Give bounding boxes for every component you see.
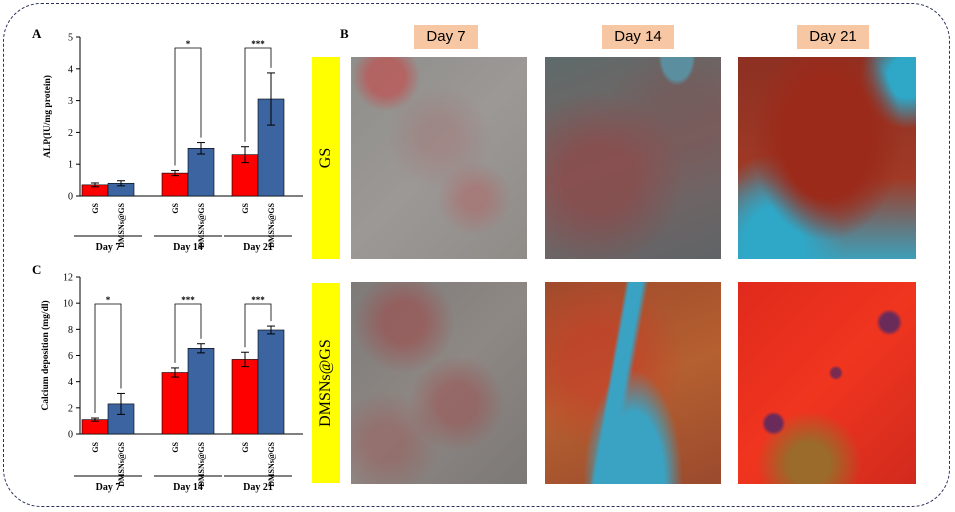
chart-c-series-label: GS: [171, 441, 180, 452]
chart-c-series-label: GS: [91, 441, 100, 452]
chart-c-significance-bracket: [94, 303, 122, 414]
chart-a-significance-label: ***: [251, 39, 265, 49]
row-label-gs: GS: [312, 57, 340, 259]
micrograph-dmsns-gs-day-21: [738, 282, 916, 484]
chart-c-category-label: Day 14: [173, 482, 203, 493]
chart-a-y-tick-label: 3: [68, 96, 73, 107]
chart-c-y-tick-label: 8: [68, 325, 73, 336]
row-label-dmsns-gs: DMSNs@GS: [312, 283, 340, 483]
chart-c-y-tick-label: 0: [68, 430, 73, 441]
chart-a-series-label: GS: [171, 202, 180, 213]
column-label-day-7: Day 7: [414, 25, 478, 49]
chart-c-y-tick-label: 2: [68, 403, 73, 414]
chart-c-significance-bracket: [244, 303, 272, 348]
chart-a-significance-label: *: [186, 39, 191, 49]
micrograph-dmsns-gs-day-7: [351, 282, 527, 484]
chart-a-series-label: GS: [241, 202, 250, 213]
chart-a-y-tick-label: 0: [68, 192, 73, 203]
chart-a-y-tick-label: 4: [68, 64, 73, 75]
chart-c-bar: [187, 348, 215, 435]
chart-c-significance-label: ***: [251, 295, 265, 305]
chart-a-series-label: GS: [91, 202, 100, 213]
chart-c-significance-label: *: [106, 295, 111, 305]
chart-c-significance-label: ***: [181, 295, 195, 305]
chart-a-category-label: Day 21: [243, 242, 273, 253]
chart-c-series-label: GS: [241, 441, 250, 452]
chart-a-category-label: Day 14: [173, 242, 203, 253]
chart-a-series-label: DMSNs@GS: [267, 202, 276, 247]
row-label-dmsns-gs-text: DMSNs@GS: [317, 339, 334, 427]
chart-c-series-label: DMSNs@GS: [267, 441, 276, 486]
chart-a-y-tick-label: 2: [68, 128, 73, 139]
chart-c-y-axis-label: Calcium deposition (mg/dl): [40, 300, 51, 410]
micrograph-gs-day-7: [351, 57, 527, 259]
chart-c-y-tick-label: 4: [68, 377, 73, 388]
chart-c-category-label: Day 21: [243, 482, 273, 493]
chart-a-y-tick-label: 1: [68, 160, 73, 171]
panel-letter-a: A: [32, 26, 42, 41]
column-label-day-21: Day 21: [797, 25, 869, 49]
chart-c-bar: [161, 372, 189, 435]
chart-a-category-label: Day 7: [96, 242, 121, 253]
chart-c-category-label: Day 7: [96, 482, 121, 493]
chart-a-significance-bracket: [244, 47, 272, 142]
chart-c-series-label: DMSNs@GS: [117, 441, 126, 486]
column-label-day-14: Day 14: [602, 25, 674, 49]
chart-a-y-tick-label: 5: [68, 33, 73, 44]
chart-a-significance-bracket: [174, 47, 202, 166]
micrograph-dmsns-gs-day-14: [545, 282, 721, 484]
chart-c-significance-bracket: [174, 303, 202, 363]
chart-c-bar: [257, 329, 285, 435]
chart-a-bar: [187, 148, 215, 197]
chart-c-bar: [81, 419, 109, 435]
chart-c-y-tick-label: 10: [63, 299, 73, 310]
panel-letter-c: C: [32, 262, 42, 277]
chart-c-series-label: DMSNs@GS: [197, 441, 206, 486]
panel-letter-b: B: [340, 26, 349, 41]
chart-a-y-axis-label: ALP(IU/mg protein): [42, 75, 53, 158]
chart-c-bar: [231, 359, 259, 435]
row-label-gs-text: GS: [317, 147, 334, 169]
chart-c-y-tick-label: 6: [68, 351, 73, 362]
chart-a-series-label: DMSNs@GS: [117, 202, 126, 247]
chart-c-y-tick-label: 12: [63, 273, 73, 284]
micrograph-gs-day-21: [738, 57, 916, 259]
chart-a-series-label: DMSNs@GS: [197, 202, 206, 247]
micrograph-gs-day-14: [545, 57, 721, 259]
dashed-frame: [3, 3, 950, 507]
chart-a-bar: [161, 172, 189, 197]
